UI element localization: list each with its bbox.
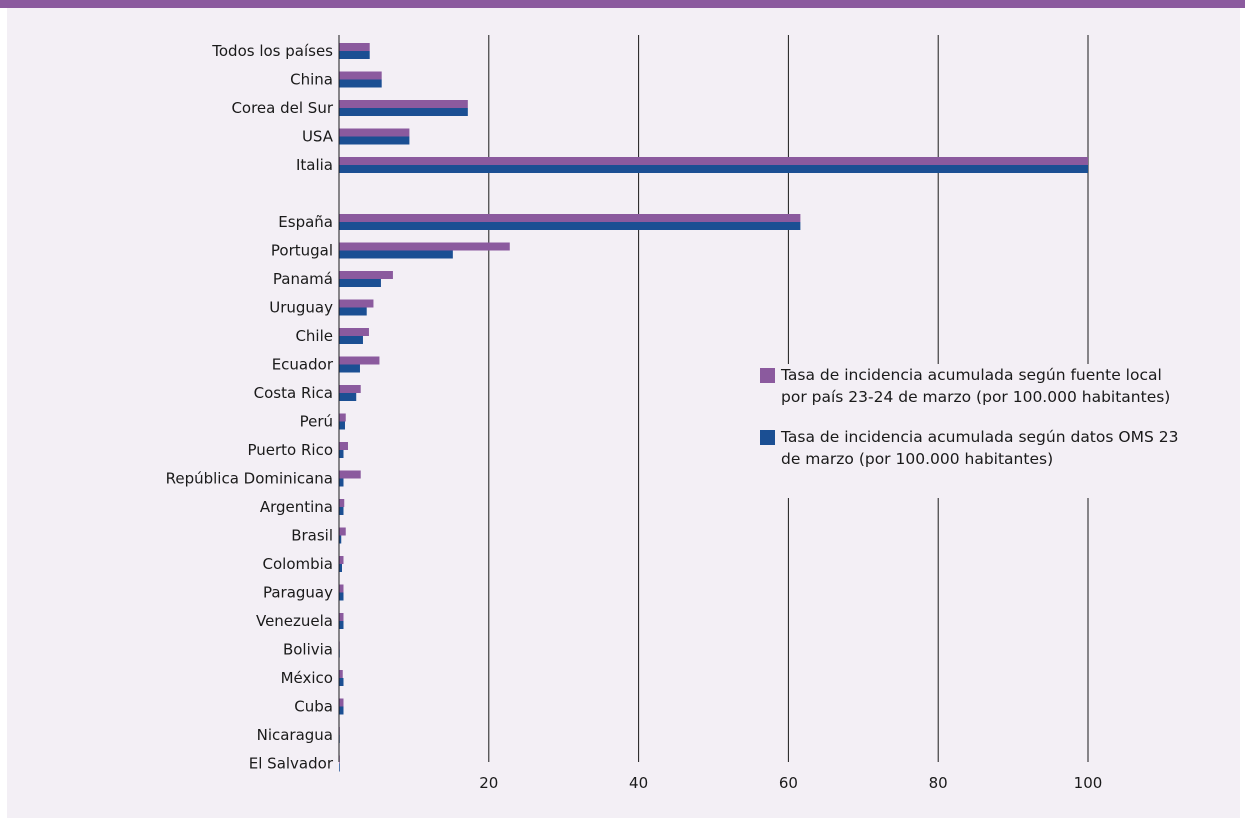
category-label-22: México bbox=[281, 669, 333, 687]
bar-oms-23 bbox=[339, 706, 344, 715]
bar-local-15 bbox=[339, 470, 361, 479]
bar-oms-20 bbox=[339, 621, 344, 629]
bar-local-12 bbox=[339, 385, 361, 393]
bar-oms-19 bbox=[339, 592, 344, 601]
bar-local-14 bbox=[339, 442, 348, 450]
category-label-18: Colombia bbox=[263, 555, 334, 573]
bar-oms-3 bbox=[339, 136, 410, 145]
bars bbox=[339, 43, 1088, 772]
category-label-15: República Dominicana bbox=[166, 470, 333, 488]
legend-swatch-local bbox=[760, 368, 775, 383]
bar-oms-12 bbox=[339, 393, 357, 401]
category-label-2: Corea del Sur bbox=[231, 99, 333, 117]
category-label-0: Todos los países bbox=[211, 42, 333, 60]
bar-local-0 bbox=[339, 43, 370, 51]
bar-local-11 bbox=[339, 356, 380, 365]
legend: Tasa de incidencia acumulada según fuent… bbox=[760, 364, 1186, 498]
category-label-23: Cuba bbox=[294, 698, 333, 716]
x-tick-labels: 20 40 60 80 100 bbox=[479, 774, 1102, 792]
bar-oms-17 bbox=[339, 535, 342, 544]
category-label-10: Chile bbox=[295, 327, 333, 345]
x-tick-label-80: 80 bbox=[929, 774, 948, 792]
bar-local-18 bbox=[339, 556, 344, 564]
category-label-4: Italia bbox=[296, 156, 333, 174]
bar-local-2 bbox=[339, 100, 468, 108]
bar-local-13 bbox=[339, 413, 346, 422]
category-label-8: Panamá bbox=[273, 270, 333, 288]
bar-local-3 bbox=[339, 128, 410, 137]
category-label-13: Perú bbox=[300, 413, 333, 431]
legend-item-local: Tasa de incidencia acumulada según fuent… bbox=[760, 364, 1180, 408]
legend-item-oms: Tasa de incidencia acumulada según datos… bbox=[760, 426, 1180, 470]
bar-local-9 bbox=[339, 299, 374, 308]
x-tick-label-60: 60 bbox=[779, 774, 798, 792]
bar-oms-18 bbox=[339, 564, 342, 572]
header-accent-bar bbox=[0, 0, 1245, 8]
category-label-25: El Salvador bbox=[249, 755, 334, 773]
bar-oms-9 bbox=[339, 307, 367, 316]
category-label-9: Uruguay bbox=[269, 299, 333, 317]
bar-oms-1 bbox=[339, 79, 382, 88]
bar-local-1 bbox=[339, 71, 382, 80]
bar-local-20 bbox=[339, 613, 344, 621]
bar-oms-4 bbox=[339, 165, 1088, 173]
bar-local-16 bbox=[339, 499, 345, 507]
bar-oms-25 bbox=[339, 763, 340, 772]
category-label-3: USA bbox=[302, 128, 334, 146]
x-tick-label-40: 40 bbox=[629, 774, 648, 792]
legend-swatch-oms bbox=[760, 430, 775, 445]
bar-local-4 bbox=[339, 157, 1088, 165]
category-labels: Todos los países China Corea del Sur USA Ita… bbox=[166, 42, 334, 773]
legend-label-local: Tasa de incidencia acumulada según fuent… bbox=[781, 366, 1171, 406]
category-label-21: Bolivia bbox=[283, 641, 333, 659]
x-tick-label-20: 20 bbox=[479, 774, 498, 792]
bar-local-6 bbox=[339, 214, 801, 222]
category-label-20: Venezuela bbox=[256, 612, 333, 630]
bar-local-7 bbox=[339, 242, 510, 251]
bar-oms-11 bbox=[339, 364, 360, 373]
bar-local-17 bbox=[339, 527, 346, 536]
category-label-19: Paraguay bbox=[263, 584, 333, 602]
bar-local-10 bbox=[339, 328, 369, 336]
legend-label-oms: Tasa de incidencia acumulada según datos… bbox=[781, 428, 1179, 468]
bar-oms-8 bbox=[339, 279, 381, 287]
category-label-17: Brasil bbox=[291, 527, 333, 545]
category-label-16: Argentina bbox=[260, 498, 333, 516]
bar-oms-16 bbox=[339, 507, 344, 515]
bar-local-22 bbox=[339, 670, 343, 678]
category-label-24: Nicaragua bbox=[257, 726, 333, 744]
bar-oms-6 bbox=[339, 222, 801, 230]
category-label-1: China bbox=[290, 71, 333, 89]
bar-oms-7 bbox=[339, 250, 453, 259]
bar-oms-15 bbox=[339, 478, 344, 487]
bar-oms-14 bbox=[339, 450, 344, 458]
bar-oms-22 bbox=[339, 678, 344, 686]
x-tick-label-100: 100 bbox=[1074, 774, 1103, 792]
bar-oms-2 bbox=[339, 108, 468, 116]
bar-oms-10 bbox=[339, 336, 363, 344]
bar-local-19 bbox=[339, 584, 344, 593]
category-label-11: Ecuador bbox=[272, 356, 334, 374]
bar-local-8 bbox=[339, 271, 393, 279]
category-label-12: Costa Rica bbox=[254, 384, 333, 402]
category-label-6: España bbox=[278, 213, 333, 231]
category-label-7: Portugal bbox=[271, 242, 333, 260]
bar-oms-13 bbox=[339, 421, 345, 430]
bar-oms-0 bbox=[339, 51, 370, 59]
bar-local-23 bbox=[339, 698, 344, 707]
category-label-14: Puerto Rico bbox=[247, 441, 333, 459]
